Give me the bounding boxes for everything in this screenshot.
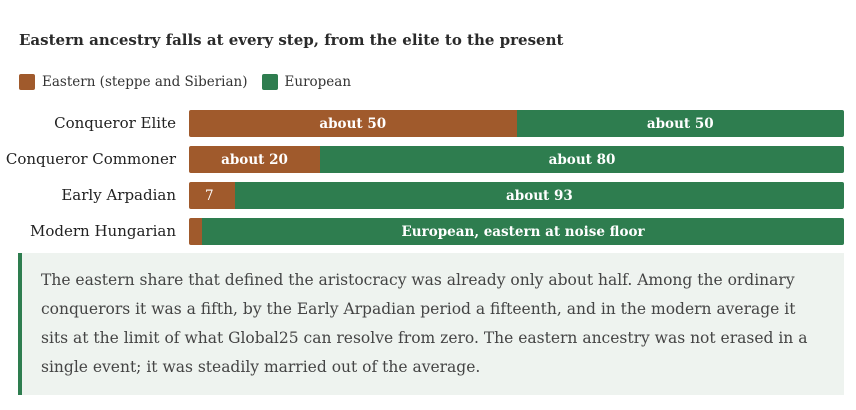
legend: Eastern (steppe and Siberian) European xyxy=(19,74,365,90)
data-label: about 80 xyxy=(548,151,616,168)
callout-note: The eastern share that defined the arist… xyxy=(18,253,844,395)
bar-segment-european: about 93 xyxy=(234,182,844,209)
data-label: about 93 xyxy=(506,187,573,204)
data-label: 7 xyxy=(205,187,214,204)
bar-row: European, eastern at noise floor xyxy=(189,218,844,245)
bar-row: about 50 about 50 xyxy=(189,110,844,137)
bar-segment-eastern xyxy=(189,218,203,245)
chart-title: Eastern ancestry falls at every step, fr… xyxy=(19,31,564,49)
data-label: about 50 xyxy=(646,115,714,132)
legend-item-european: European xyxy=(261,74,352,90)
category-label: Modern Hungarian xyxy=(30,222,176,240)
legend-swatch-eastern xyxy=(19,74,35,90)
bar-row: 7 about 93 xyxy=(189,182,844,209)
category-label: Conqueror Elite xyxy=(54,114,176,132)
data-label: about 20 xyxy=(221,151,288,168)
bar-segment-european: European, eastern at noise floor xyxy=(202,218,844,245)
legend-label-eastern: Eastern (steppe and Siberian) xyxy=(42,74,248,90)
bar-segment-eastern: about 50 xyxy=(189,110,517,137)
category-label: Conqueror Commoner xyxy=(5,150,176,168)
bar-segment-european: about 50 xyxy=(516,110,844,137)
bar-segment-eastern: about 20 xyxy=(189,146,320,173)
bar-row: about 20 about 80 xyxy=(189,146,844,173)
legend-label-european: European xyxy=(284,74,352,90)
data-label: European, eastern at noise floor xyxy=(401,223,645,240)
data-label: about 50 xyxy=(319,115,387,132)
bar-segment-eastern: 7 xyxy=(189,182,235,209)
legend-item-eastern: Eastern (steppe and Siberian) xyxy=(19,74,248,90)
category-label: Early Arpadian xyxy=(61,186,176,204)
bar-segment-european: about 80 xyxy=(320,146,844,173)
legend-swatch-european xyxy=(261,74,278,90)
